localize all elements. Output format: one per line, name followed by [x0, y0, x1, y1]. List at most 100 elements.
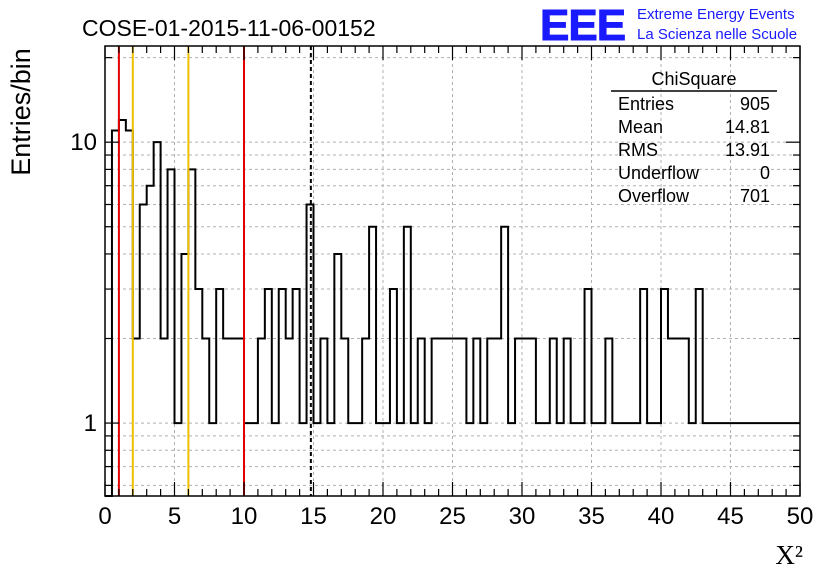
- eee-logo-letters: EEE: [540, 1, 625, 50]
- histogram-bin: [675, 339, 682, 496]
- histogram-bin: [744, 423, 751, 496]
- histogram-bin: [286, 339, 293, 496]
- x-tick-label: 25: [439, 503, 466, 530]
- histogram-bin: [237, 339, 244, 496]
- histogram-bin: [654, 423, 661, 496]
- histogram-bin: [779, 423, 786, 496]
- histogram-bin: [126, 131, 133, 496]
- histogram-bin: [696, 289, 703, 496]
- histogram-bin: [327, 423, 334, 496]
- histogram-bin: [710, 423, 717, 496]
- histogram-bin: [529, 339, 536, 496]
- histogram-bin: [140, 204, 147, 496]
- histogram-bin: [362, 339, 369, 496]
- stats-overflow-value: 701: [740, 186, 770, 206]
- histogram-bin: [209, 423, 216, 496]
- eee-logo: EEE Extreme Energy Events La Scienza nel…: [540, 1, 798, 51]
- stats-mean-value: 14.81: [725, 117, 770, 137]
- histogram-step-outline: [105, 118, 800, 497]
- stats-overflow-label: Overflow: [618, 186, 690, 206]
- histogram-bin: [682, 339, 689, 496]
- histogram-bin: [758, 423, 765, 496]
- histogram-bin: [425, 423, 432, 496]
- stats-underflow-value: 0: [760, 163, 770, 183]
- stats-underflow-label: Underflow: [618, 163, 700, 183]
- histogram-bin: [376, 423, 383, 496]
- histogram-bin: [543, 423, 550, 496]
- histogram-bin: [418, 339, 425, 496]
- histogram-bin: [265, 289, 272, 496]
- histogram-bars: [105, 118, 800, 497]
- histogram-bin: [293, 289, 300, 496]
- stats-rms-value: 13.91: [725, 140, 770, 160]
- histogram-bin: [550, 339, 557, 496]
- histogram-bin: [724, 423, 731, 496]
- histogram-bin: [466, 423, 473, 496]
- histogram-bin: [334, 254, 341, 496]
- histogram-bin: [314, 423, 321, 496]
- eee-logo-line2: La Scienza nelle Scuole: [637, 26, 797, 43]
- y-axis-label: Entries/bin: [6, 48, 36, 176]
- histogram-bin: [411, 423, 418, 496]
- histogram-bin: [188, 169, 195, 496]
- x-tick-label: 50: [787, 503, 814, 530]
- stats-box-title: ChiSquare: [651, 69, 736, 89]
- histogram-bin: [737, 423, 744, 496]
- histogram-bin: [661, 289, 668, 496]
- y-tick-label: 1: [84, 410, 97, 437]
- histogram-bin: [251, 423, 258, 496]
- histogram-bin: [119, 120, 126, 496]
- histogram-bin: [668, 339, 675, 496]
- x-tick-label: 20: [370, 503, 397, 530]
- histogram-bin: [578, 423, 585, 496]
- stats-box: ChiSquare Entries 905 Mean 14.81 RMS 13.…: [611, 69, 777, 206]
- stats-entries-label: Entries: [618, 94, 674, 114]
- histogram-bin: [300, 423, 307, 496]
- histogram-bin: [383, 423, 390, 496]
- histogram-bin: [473, 339, 480, 496]
- histogram-bin: [181, 254, 188, 496]
- histogram-bin: [348, 423, 355, 496]
- histogram-bin: [612, 423, 619, 496]
- histogram-bin: [751, 423, 758, 496]
- histogram-bin: [647, 423, 654, 496]
- x-tick-label: 5: [168, 503, 181, 530]
- histogram-bin: [404, 227, 411, 496]
- histogram-bin: [397, 423, 404, 496]
- histogram-bin: [154, 142, 161, 496]
- histogram-bin: [508, 423, 515, 496]
- histogram-bin: [244, 423, 251, 496]
- histogram-bin: [765, 423, 772, 496]
- histogram-bin: [717, 423, 724, 496]
- histogram-bin: [390, 289, 397, 496]
- stats-rms-label: RMS: [618, 140, 658, 160]
- x-tick-label: 45: [717, 503, 744, 530]
- histogram-bin: [731, 423, 738, 496]
- eee-logo-line1: Extreme Energy Events: [637, 6, 795, 23]
- histogram-bin: [689, 423, 696, 496]
- histogram-bin: [772, 423, 779, 496]
- x-tick-label: 0: [98, 503, 111, 530]
- histogram-bin: [223, 339, 230, 496]
- y-tick-label: 10: [70, 129, 97, 156]
- histogram-bin: [487, 339, 494, 496]
- stats-entries-value: 905: [740, 94, 770, 114]
- histogram-bin: [272, 423, 279, 496]
- histogram-bin: [230, 339, 237, 496]
- histogram-bin: [501, 227, 508, 496]
- histogram-bin: [494, 339, 501, 496]
- histogram-bin: [571, 423, 578, 496]
- histogram-bin: [633, 423, 640, 496]
- histogram-bin: [147, 186, 154, 496]
- histogram-bin: [258, 339, 265, 496]
- histogram-bin: [453, 339, 460, 496]
- histogram-bin: [369, 227, 376, 496]
- histogram-bin: [112, 131, 119, 496]
- histogram-bin: [168, 169, 175, 496]
- histogram-bin: [355, 423, 362, 496]
- histogram-bin: [592, 423, 599, 496]
- histogram-bin: [598, 423, 605, 496]
- reference-lines: [117, 46, 312, 496]
- x-tick-label: 40: [648, 503, 675, 530]
- histogram-bin: [515, 339, 522, 496]
